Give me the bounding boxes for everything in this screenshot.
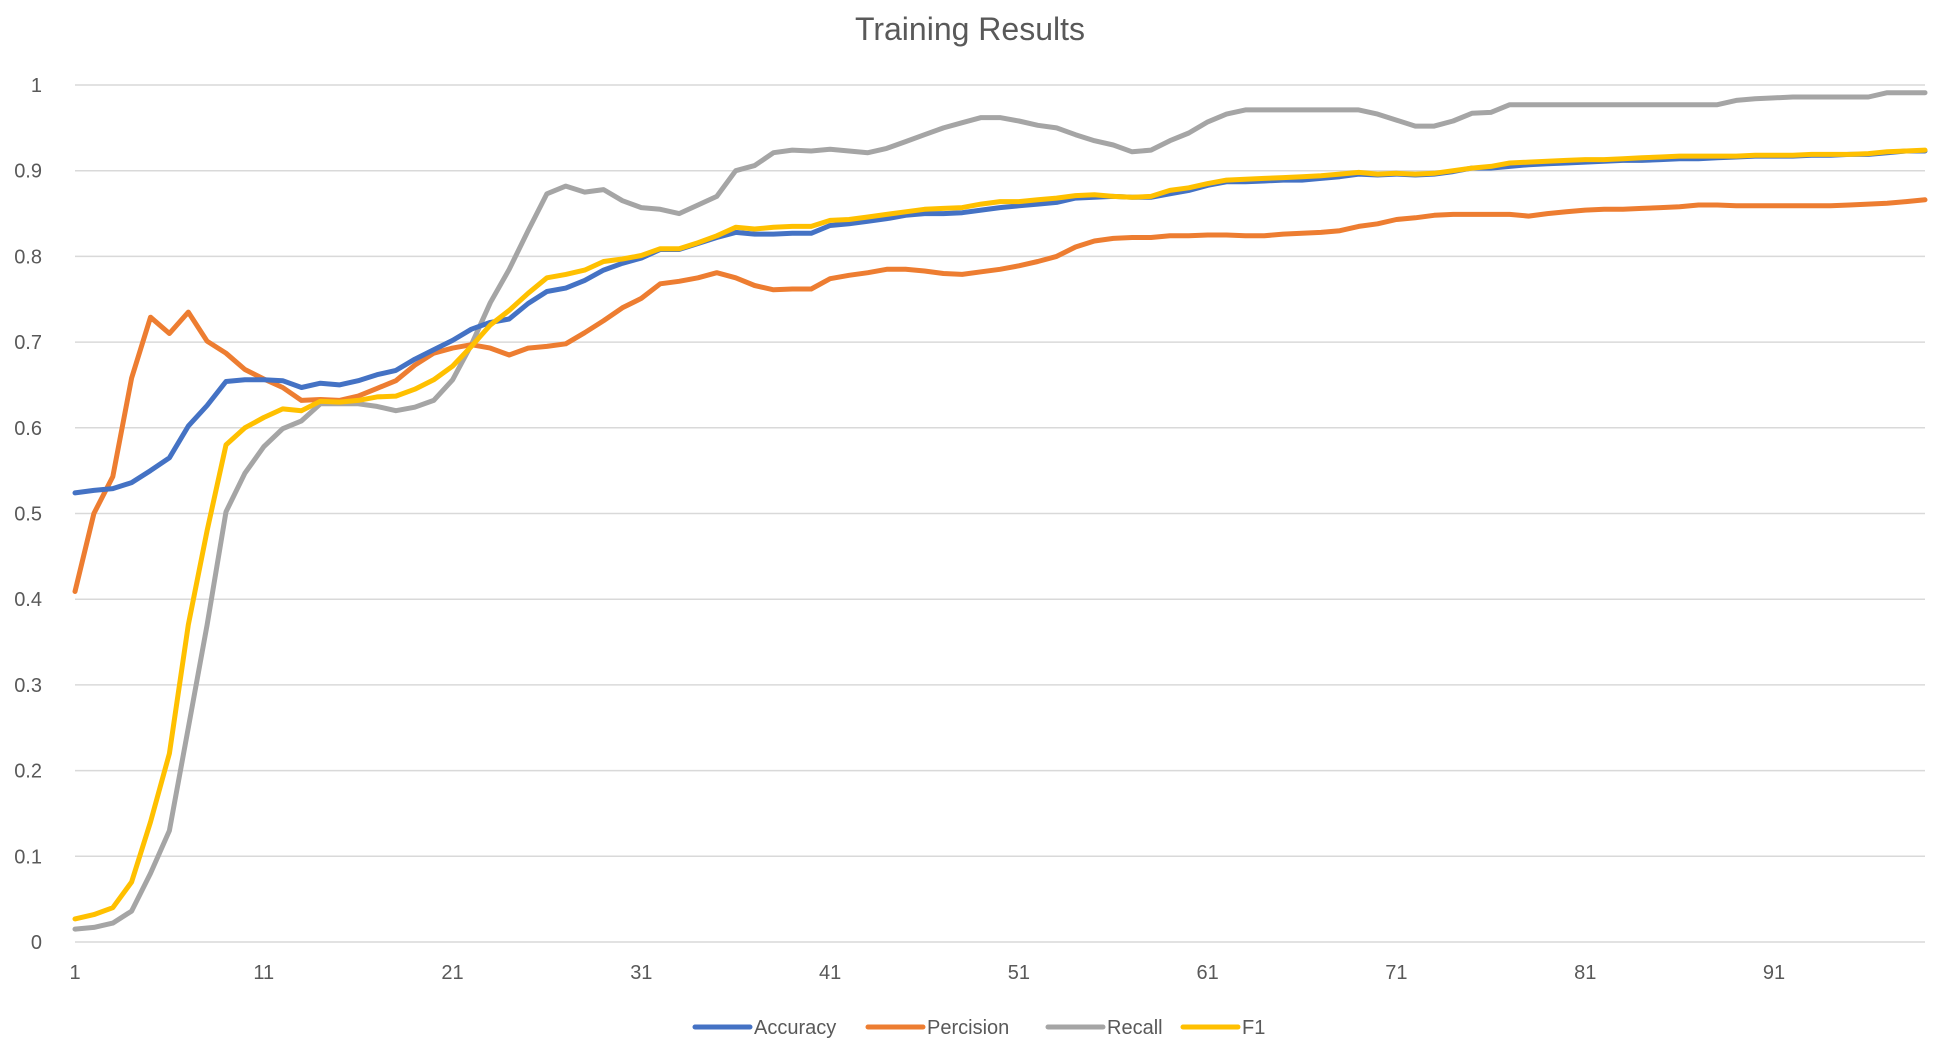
y-tick-label: 0.4 — [14, 589, 42, 611]
legend: Accuracy Percision Recall F1 — [692, 1017, 1265, 1039]
y-tick-label: 0.9 — [14, 161, 42, 183]
y-tick-label: 0 — [31, 932, 42, 954]
series-line-percision — [72, 197, 1928, 594]
x-tick-label: 41 — [819, 962, 841, 984]
x-tick-label: 21 — [441, 962, 463, 984]
y-axis-tick-labels: 0 0.1 0.2 0.3 0.4 0.5 0.6 0.7 0.8 0.9 1 — [14, 75, 42, 954]
y-tick-label: 0.8 — [14, 246, 42, 268]
y-tick-label: 1 — [31, 75, 42, 97]
series-lines — [72, 90, 1928, 932]
y-tick-label: 0.6 — [14, 418, 42, 440]
y-tick-label: 0.7 — [14, 332, 42, 354]
legend-label-recall: Recall — [1107, 1017, 1163, 1039]
chart-title: Training Results — [855, 11, 1085, 47]
y-tick-label: 0.5 — [14, 504, 42, 526]
gridlines — [75, 84, 1925, 943]
series-line-f1 — [72, 147, 1928, 922]
y-tick-label: 0.3 — [14, 675, 42, 697]
x-tick-label: 51 — [1008, 962, 1030, 984]
x-tick-label: 71 — [1385, 962, 1407, 984]
x-tick-label: 1 — [69, 962, 80, 984]
x-tick-label: 31 — [630, 962, 652, 984]
legend-label-accuracy: Accuracy — [754, 1017, 836, 1039]
legend-label-f1: F1 — [1242, 1017, 1265, 1039]
x-tick-label: 11 — [253, 962, 274, 984]
series-line-recall — [72, 90, 1928, 932]
x-axis-tick-labels: 1 11 21 31 41 51 61 71 81 91 — [69, 962, 1785, 984]
legend-label-percision: Percision — [927, 1017, 1009, 1039]
y-tick-label: 0.1 — [14, 846, 42, 868]
x-tick-label: 81 — [1574, 962, 1596, 984]
y-tick-label: 0.2 — [14, 761, 42, 783]
x-tick-label: 91 — [1763, 962, 1785, 984]
x-tick-label: 61 — [1197, 962, 1219, 984]
